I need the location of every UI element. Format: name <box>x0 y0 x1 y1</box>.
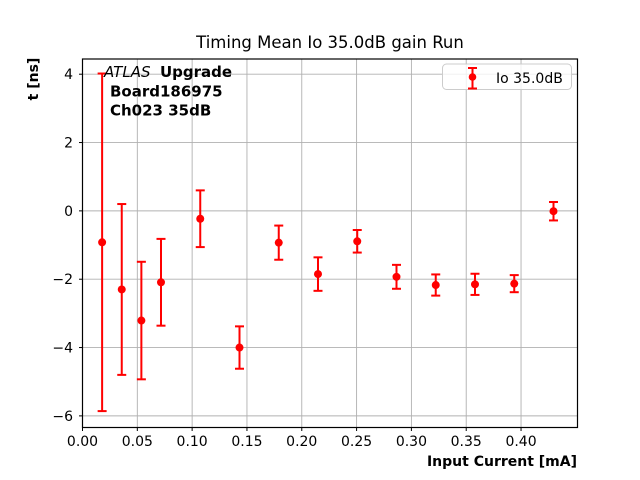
x-tick-label: 0.05 <box>122 434 153 450</box>
legend-errorbar-icon <box>468 67 477 90</box>
x-tick-label: 0.35 <box>451 434 482 450</box>
data-point <box>97 72 107 413</box>
data-marker <box>313 270 322 279</box>
data-marker <box>196 214 205 223</box>
x-tick-label: 0.40 <box>505 434 536 450</box>
y-tick-label: −4 <box>52 341 73 357</box>
error-bar-series <box>97 72 558 413</box>
data-point <box>136 260 146 381</box>
x-tick-label: 0.00 <box>67 434 98 450</box>
data-point <box>274 224 284 261</box>
channel-id: Ch023 35dB <box>110 102 211 120</box>
data-marker <box>392 272 401 281</box>
data-point <box>470 272 480 296</box>
data-point <box>234 325 244 370</box>
legend-box <box>442 63 572 90</box>
data-point <box>391 263 401 290</box>
data-marker <box>549 207 558 216</box>
data-marker <box>510 279 519 288</box>
data-point <box>352 229 362 254</box>
data-point <box>117 203 127 376</box>
data-point <box>548 200 558 222</box>
y-tick-labels: 4 2 0 −2 −4 −6 <box>52 67 73 425</box>
data-point <box>195 189 205 249</box>
x-tick-label: 0.15 <box>231 434 262 450</box>
data-marker <box>431 281 440 290</box>
plot-area <box>82 59 578 428</box>
y-axis-label: t [ns] <box>26 58 42 101</box>
axes-frame <box>81 58 579 429</box>
chart-title: Timing Mean Io 35.0dB gain Run <box>195 33 464 52</box>
data-point <box>431 273 441 297</box>
y-tick-label: 2 <box>64 136 73 152</box>
annotation-block: ATLAS Upgrade Board186975 Ch023 35dB <box>103 63 232 120</box>
x-tick-label: 0.10 <box>177 434 208 450</box>
x-tick-label: 0.25 <box>341 434 372 450</box>
legend: Io 35.0dB <box>442 63 572 90</box>
data-marker <box>137 316 146 325</box>
y-tick-label: −6 <box>52 409 73 425</box>
x-axis-label: Input Current [mA] <box>427 454 577 470</box>
axis-ticks <box>79 73 522 431</box>
data-marker <box>156 278 165 287</box>
x-tick-label: 0.20 <box>286 434 317 450</box>
data-point <box>313 256 323 292</box>
y-tick-label: 4 <box>64 67 73 83</box>
y-tick-label: 0 <box>64 204 73 220</box>
board-id: Board186975 <box>110 83 223 101</box>
experiment-name: ATLAS <box>103 63 151 81</box>
legend-label: Io 35.0dB <box>496 71 563 87</box>
experiment-qualifier: Upgrade <box>160 63 232 81</box>
y-tick-label: −2 <box>52 272 73 288</box>
data-marker <box>470 280 479 289</box>
x-tick-labels: 0.00 0.05 0.10 0.15 0.20 0.25 0.30 0.35 0.40 <box>67 434 537 450</box>
data-marker <box>117 285 126 294</box>
data-marker <box>235 343 244 352</box>
data-point <box>509 274 519 294</box>
data-marker <box>274 238 283 247</box>
data-point <box>156 237 166 327</box>
data-marker <box>98 238 107 247</box>
data-marker <box>353 237 362 246</box>
x-tick-label: 0.30 <box>396 434 427 450</box>
